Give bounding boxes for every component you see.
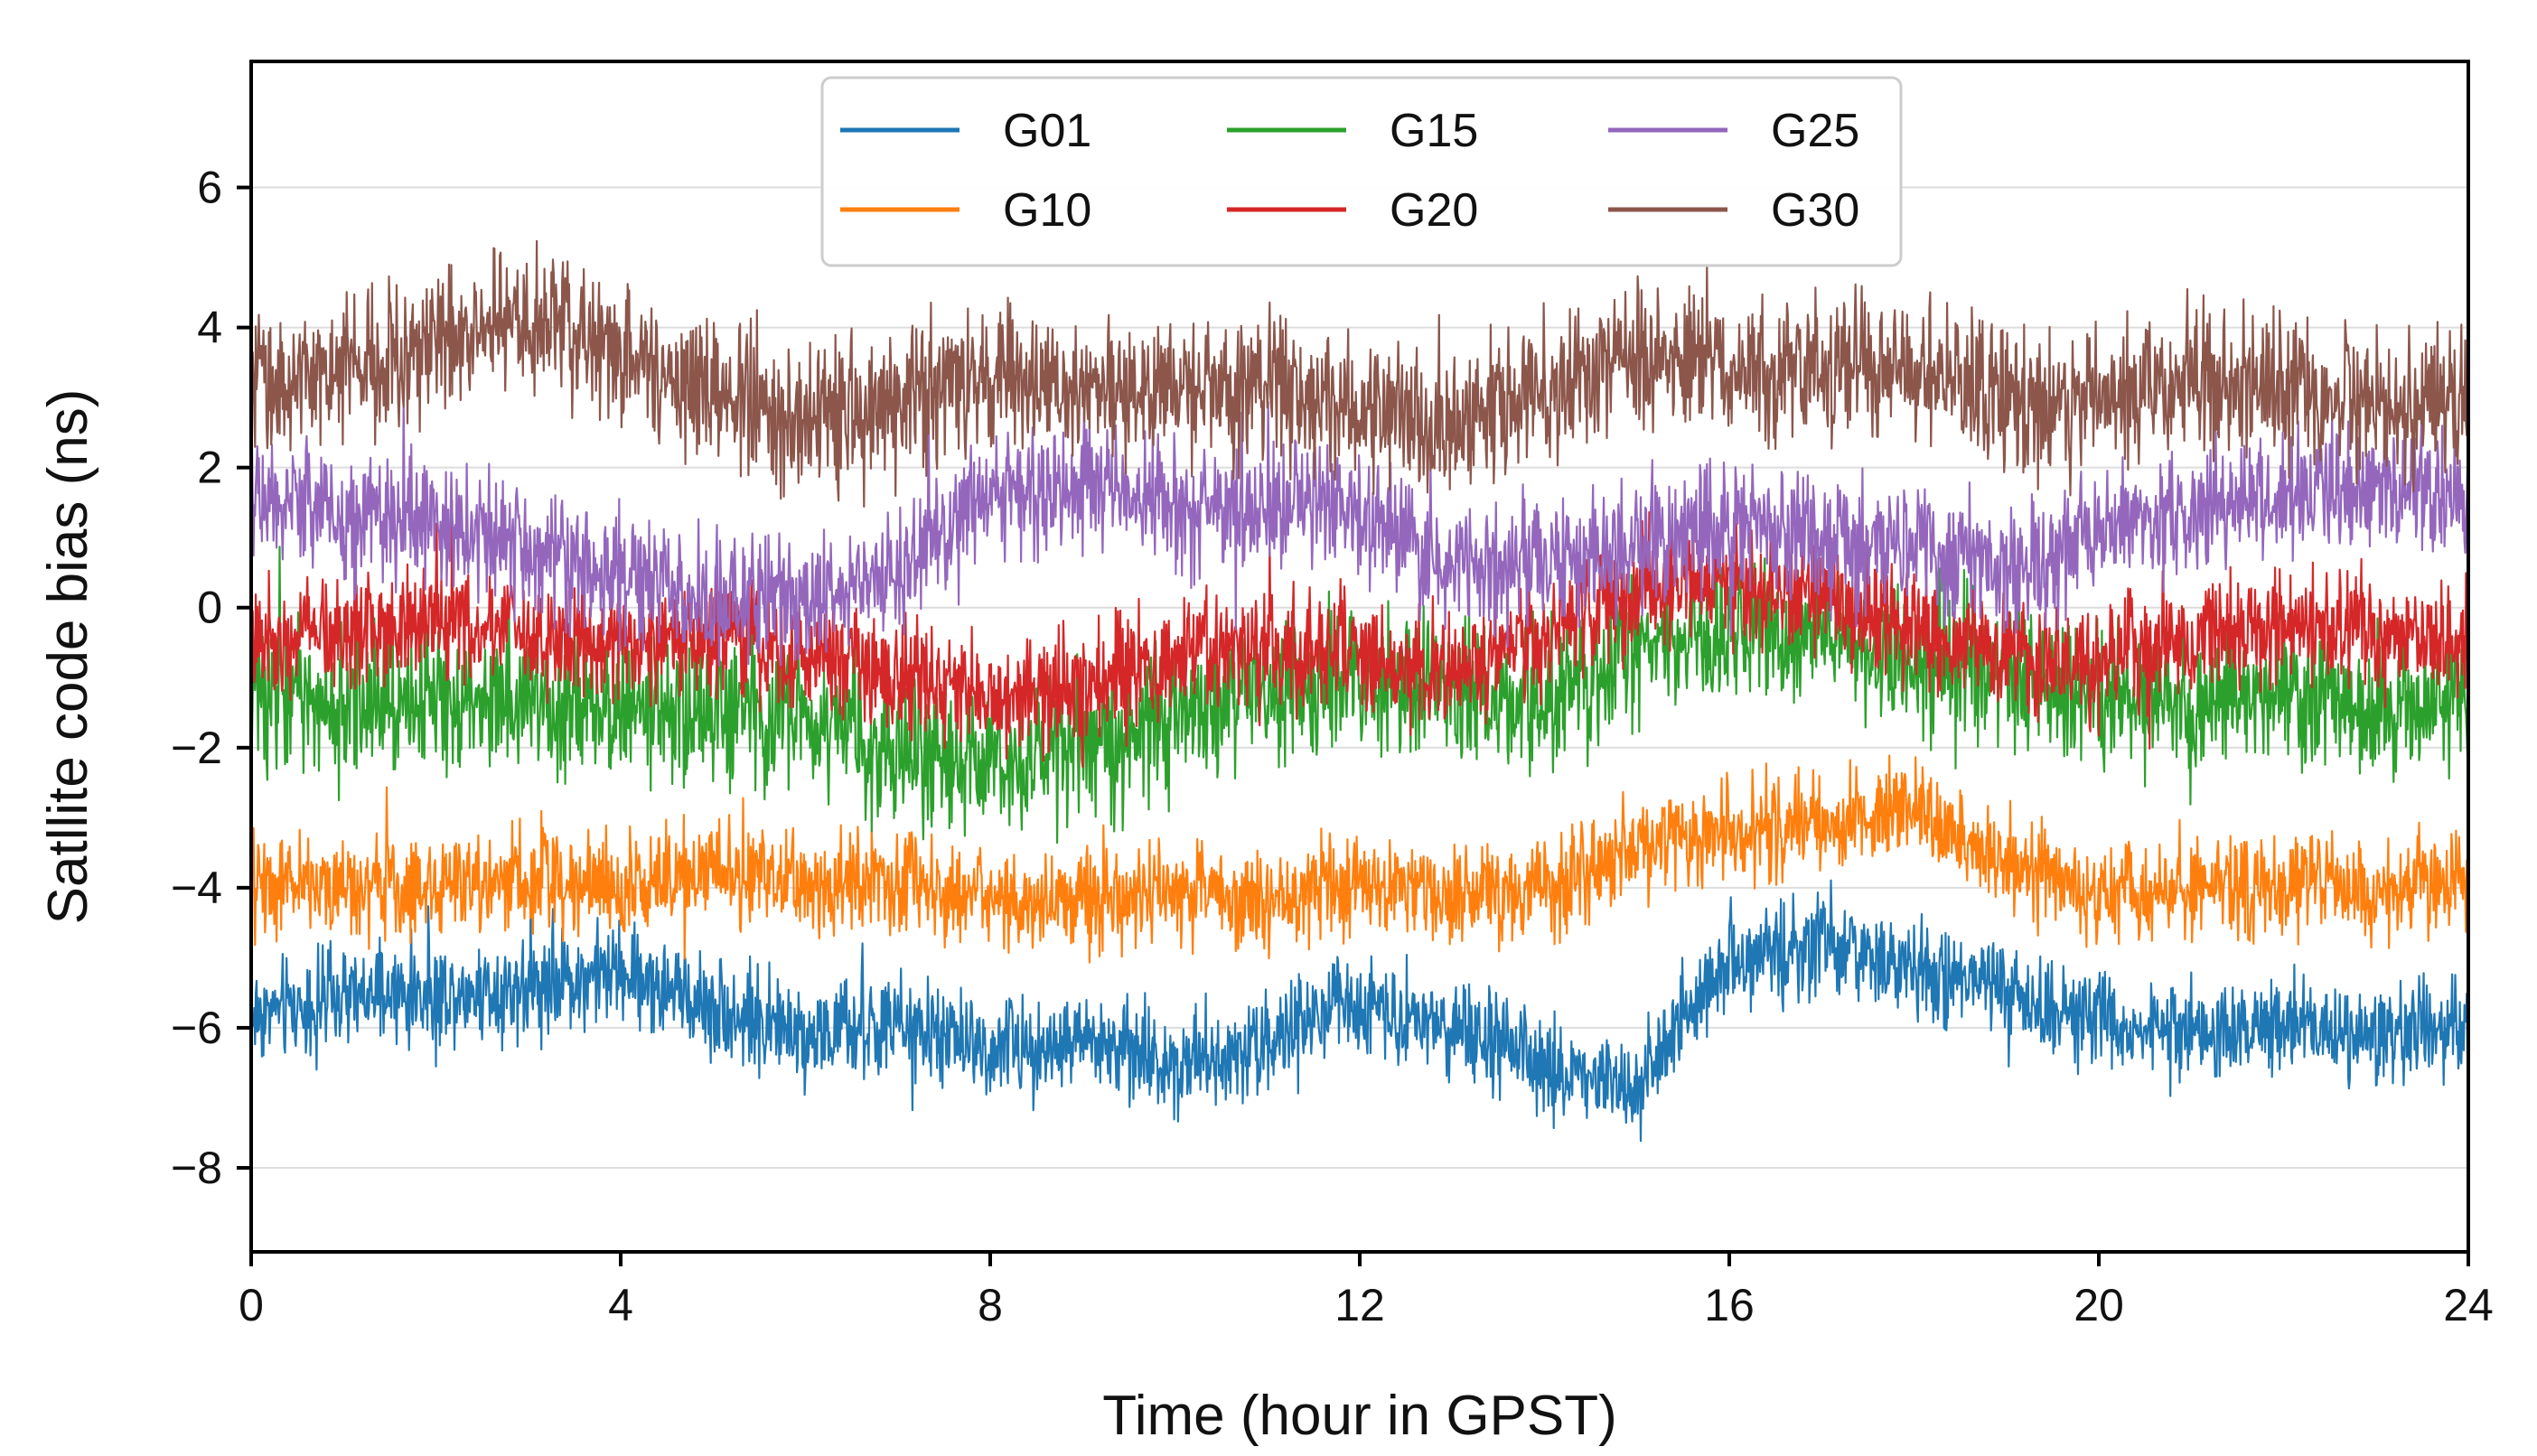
legend-label-g15: G15 xyxy=(1390,105,1478,157)
data-series xyxy=(251,239,2468,1143)
y-tick-label-1: 4 xyxy=(197,303,222,353)
series-line-g01 xyxy=(251,879,2468,1143)
y-tick-label-3: 0 xyxy=(197,583,222,633)
legend-box xyxy=(820,76,1903,267)
x-tick-label-3: 12 xyxy=(1334,1280,1385,1330)
x-tick-label-1: 4 xyxy=(608,1280,633,1330)
x-tick-label-4: 16 xyxy=(1704,1280,1755,1330)
x-tick-label-2: 8 xyxy=(978,1280,1003,1330)
series-line-g25 xyxy=(251,393,2468,667)
y-tick-label-6: −6 xyxy=(171,1003,222,1053)
series-line-g10 xyxy=(251,754,2468,964)
series-line-g30 xyxy=(251,239,2468,509)
y-axis-label: Satllite code bias (ns) xyxy=(37,389,99,925)
y-tick-label-5: −4 xyxy=(171,863,222,913)
x-tick-label-0: 0 xyxy=(239,1280,264,1330)
legend: G01 G10 G15 G20 G25 G30 xyxy=(820,76,1903,267)
legend-label-g01: G01 xyxy=(1003,105,1091,157)
x-tick-label-6: 24 xyxy=(2443,1280,2494,1330)
x-axis-label: Time (hour in GPST) xyxy=(1102,1385,1617,1447)
series-line-g15 xyxy=(251,546,2468,845)
legend-label-g10: G10 xyxy=(1003,184,1091,237)
legend-label-g20: G20 xyxy=(1390,184,1478,237)
legend-label-g25: G25 xyxy=(1771,105,1859,157)
y-tick-label-7: −8 xyxy=(171,1143,222,1193)
y-tick-label-2: 2 xyxy=(197,443,222,493)
legend-label-g30: G30 xyxy=(1771,184,1859,237)
y-tick-label-4: −2 xyxy=(171,723,222,773)
x-tick-label-5: 20 xyxy=(2074,1280,2124,1330)
y-tick-label-0: 6 xyxy=(197,163,222,213)
